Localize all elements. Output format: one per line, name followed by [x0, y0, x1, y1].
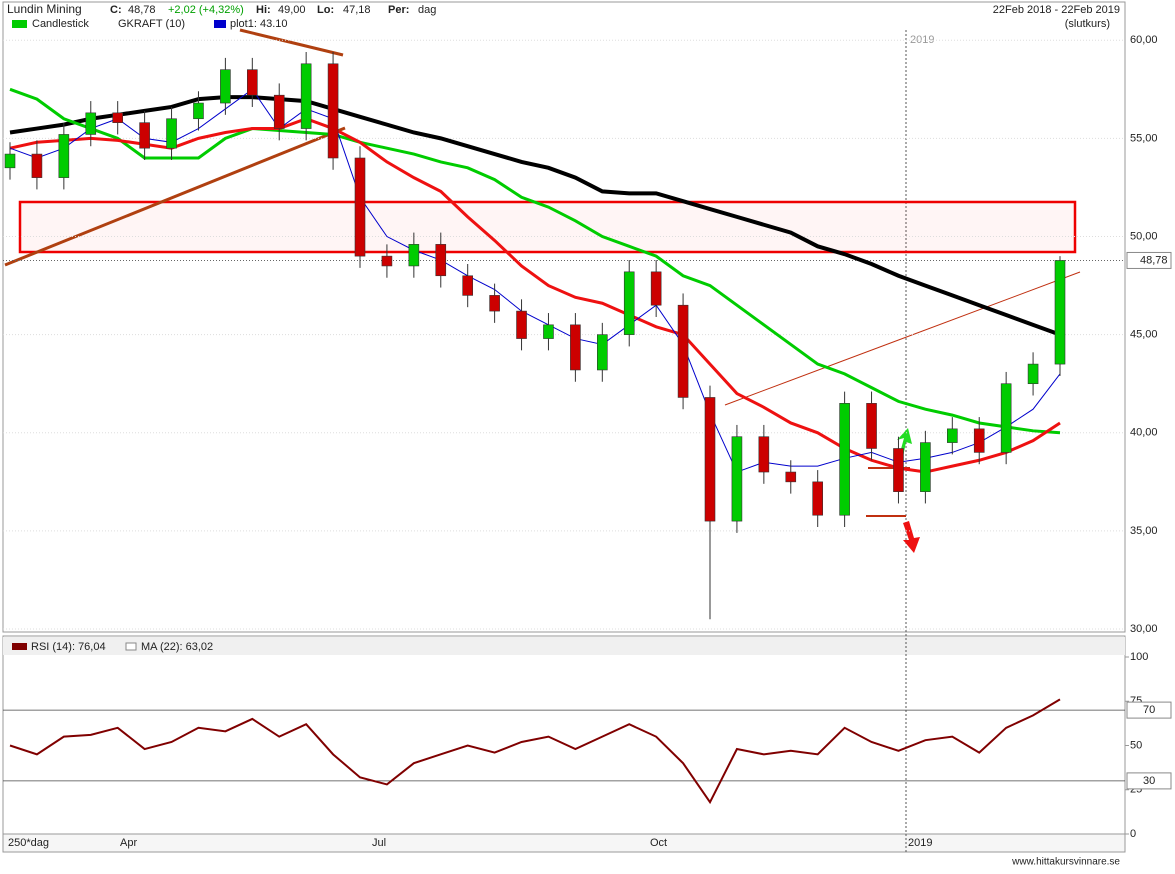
- candle-body: [623, 271, 635, 335]
- y-tick-label: 40,00: [1130, 427, 1158, 439]
- moving-average: [9, 87, 1061, 435]
- candle-body: [408, 244, 420, 267]
- y-tick-label: 50,00: [1130, 230, 1158, 242]
- candle-body: [758, 436, 770, 473]
- x-label: Apr: [120, 837, 137, 849]
- candle-body: [1054, 260, 1066, 365]
- level-label: 70: [1143, 704, 1155, 716]
- price-panel: [2, 1, 1126, 633]
- rsi-line: [9, 698, 1061, 805]
- date-range: 22Feb 2018 - 22Feb 2019: [993, 4, 1120, 16]
- candle-body: [112, 112, 123, 123]
- candle-body: [85, 112, 97, 135]
- x-label: 2019: [908, 837, 932, 849]
- level-label: 30: [1143, 775, 1155, 787]
- x-label: 250*dag: [8, 837, 49, 849]
- y-tick-label: 55,00: [1130, 132, 1158, 144]
- moving-average: [9, 95, 1061, 337]
- title: Lundin Mining: [7, 2, 82, 16]
- y-tick-label: 35,00: [1130, 525, 1158, 537]
- candle-body: [704, 397, 716, 522]
- down-arrow: [903, 521, 920, 553]
- candle-body: [839, 403, 850, 516]
- footer: www.hittakursvinnare.se: [1011, 857, 1120, 868]
- candle-body: [920, 442, 931, 492]
- candle-body: [273, 94, 285, 129]
- candle-body: [462, 275, 473, 296]
- x-axis-strip: [2, 833, 1126, 853]
- legend-label: Candlestick: [32, 18, 89, 30]
- candle-body: [866, 403, 877, 449]
- legend-swatch: [214, 20, 226, 28]
- trend-line: [4, 126, 346, 267]
- candle-body: [220, 69, 231, 104]
- mode: (slutkurs): [1065, 18, 1110, 30]
- candle-body: [677, 304, 689, 398]
- label: Per:: [388, 4, 409, 16]
- trend-line: [724, 271, 1081, 406]
- candle-body: [166, 118, 177, 149]
- candle-body: [1027, 363, 1039, 385]
- candle-body: [193, 102, 204, 120]
- divider-label: 2019: [910, 34, 934, 46]
- moving-average: [9, 117, 1061, 474]
- legend-swatch: [12, 643, 27, 650]
- candle-body: [381, 255, 393, 267]
- trend-line: [239, 28, 344, 57]
- value: 48,78: [128, 4, 156, 16]
- candle-body: [543, 324, 554, 339]
- candle-body: [597, 334, 608, 371]
- candle-body: [435, 244, 447, 277]
- last-value-label: 48,78: [1140, 254, 1168, 266]
- legend-label: GKRAFT (10): [118, 18, 185, 30]
- candle-body: [893, 448, 904, 492]
- candle-body: [731, 436, 743, 522]
- change: +2,02 (+4,32%): [168, 4, 244, 16]
- label: C:: [110, 4, 122, 16]
- value: 47,18: [343, 4, 371, 16]
- candle-body: [973, 428, 985, 453]
- legend-label: MA (22): 63,02: [141, 641, 213, 653]
- candle-body: [327, 63, 339, 159]
- rsi-header: [3, 637, 1125, 655]
- label: Hi:: [256, 4, 271, 16]
- candle-body: [947, 428, 958, 443]
- candle-body: [785, 471, 797, 483]
- value: dag: [418, 4, 436, 16]
- y-tick-label: 50: [1130, 739, 1142, 751]
- candle-body: [516, 310, 527, 339]
- legend-label: plot1: 43.10: [230, 18, 288, 30]
- candle-body: [812, 481, 823, 516]
- resistance-zone: [18, 200, 1077, 254]
- y-tick-label: 60,00: [1130, 34, 1158, 46]
- indicator-line: [9, 88, 1061, 473]
- candle-body: [58, 134, 70, 178]
- legend-swatch: [125, 642, 137, 651]
- level-box: [1126, 772, 1172, 790]
- x-label: Jul: [372, 837, 386, 849]
- candle-body: [570, 324, 581, 371]
- candle-body: [247, 69, 258, 96]
- legend-label: RSI (14): 76,04: [31, 641, 106, 653]
- last-value-box: [1126, 251, 1172, 269]
- y-tick-label: 45,00: [1130, 329, 1158, 341]
- legend-swatch: [12, 20, 27, 28]
- label: Lo:: [317, 4, 334, 16]
- y-tick-label: 100: [1130, 651, 1148, 663]
- x-label: Oct: [650, 837, 667, 849]
- candle-body: [31, 153, 43, 178]
- value: 49,00: [278, 4, 306, 16]
- candle-body: [489, 295, 500, 312]
- y-tick-label: 0: [1130, 828, 1136, 840]
- candle-body: [650, 271, 662, 306]
- candle-body: [354, 157, 366, 257]
- candle-body: [4, 153, 16, 169]
- y-tick-label: 30,00: [1130, 623, 1158, 635]
- candle-body: [300, 63, 312, 129]
- candle-body: [1000, 383, 1012, 453]
- level-box: [1126, 701, 1172, 719]
- candle-body: [139, 122, 150, 149]
